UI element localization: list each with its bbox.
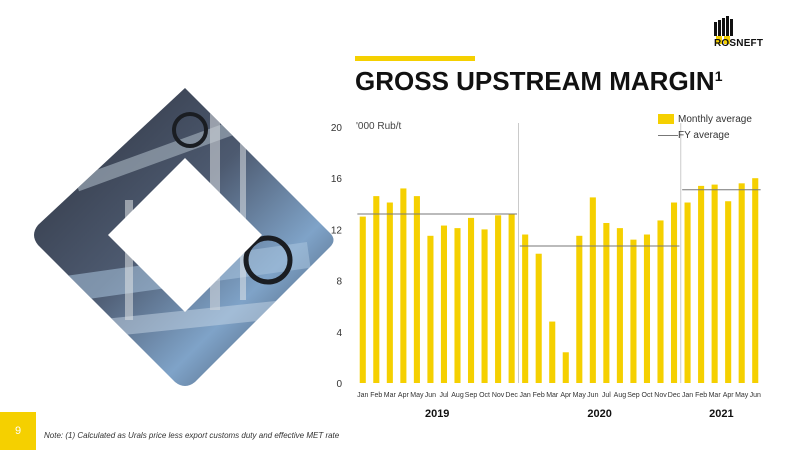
year-label: 2019: [425, 408, 449, 420]
monthly-bar: [467, 217, 475, 383]
rosneft-logo-icon: [714, 16, 733, 44]
monthly-bar: [440, 225, 448, 383]
x-tick-label: Feb: [695, 392, 707, 399]
monthly-bar: [616, 228, 623, 383]
x-tick-label: Jul: [602, 392, 611, 399]
y-tick-label: 4: [336, 328, 342, 339]
y-tick-label: 0: [336, 379, 342, 390]
x-tick-label: Jan: [520, 392, 531, 399]
legend-item-fy: FY average: [658, 127, 752, 143]
title-accent-bar: [355, 56, 475, 61]
monthly-bar: [535, 253, 542, 383]
industrial-photo-diamond: [34, 88, 334, 386]
legend-label-monthly: Monthly average: [678, 113, 752, 125]
x-tick-label: Jan: [357, 392, 368, 399]
monthly-bar: [657, 220, 664, 383]
monthly-bar: [495, 215, 502, 383]
year-label: 2021: [709, 408, 733, 420]
monthly-bar: [400, 188, 407, 383]
monthly-bar: [562, 352, 569, 383]
x-tick-label: Jun: [750, 392, 761, 399]
monthly-bar: [386, 202, 393, 383]
x-tick-label: Sep: [627, 392, 640, 399]
x-tick-label: Aug: [614, 392, 627, 399]
x-tick-label: Mar: [546, 392, 559, 399]
monthly-bar: [359, 216, 366, 383]
y-axis-unit-label: '000 Rub/t: [356, 121, 402, 132]
logo-wordmark: ROSNEFT: [714, 38, 764, 49]
legend-line-swatch: [658, 134, 678, 136]
chart-legend: Monthly average FY average: [658, 111, 752, 143]
x-tick-label: Oct: [642, 392, 653, 399]
x-tick-label: Mar: [384, 392, 397, 399]
page-number: 9: [0, 412, 36, 450]
monthly-bar: [738, 183, 745, 383]
monthly-bar: [684, 202, 691, 383]
x-tick-label: May: [735, 392, 749, 399]
monthly-bar: [711, 184, 718, 383]
monthly-bar: [481, 229, 488, 383]
monthly-bar: [373, 196, 380, 383]
x-tick-label: Feb: [533, 392, 545, 399]
legend-label-fy: FY average: [678, 129, 730, 141]
monthly-bar: [630, 239, 637, 383]
monthly-bar: [603, 223, 610, 383]
y-tick-label: 20: [331, 123, 343, 134]
x-tick-label: May: [573, 392, 587, 399]
x-tick-label: Apr: [398, 392, 410, 399]
monthly-bar: [413, 196, 420, 383]
y-tick-label: 16: [331, 174, 343, 185]
x-tick-label: Jun: [587, 392, 598, 399]
page-title: GROSS UPSTREAM MARGIN1: [355, 66, 722, 97]
legend-item-monthly: Monthly average: [658, 111, 752, 127]
x-tick-label: Dec: [668, 392, 681, 399]
x-tick-label: Nov: [492, 392, 505, 399]
monthly-bar: [549, 321, 556, 383]
x-tick-label: Sep: [465, 392, 478, 399]
y-tick-label: 12: [331, 225, 343, 236]
monthly-bar: [725, 201, 732, 383]
x-tick-label: Mar: [709, 392, 722, 399]
footnote: Note: (1) Calculated as Urals price less…: [44, 431, 340, 440]
x-tick-label: Apr: [560, 392, 572, 399]
x-tick-label: Feb: [370, 392, 382, 399]
x-tick-label: Dec: [505, 392, 518, 399]
title-footnote-marker: 1: [714, 68, 723, 84]
monthly-bar: [427, 235, 434, 383]
x-tick-label: Oct: [479, 392, 490, 399]
x-tick-label: May: [410, 392, 424, 399]
year-label: 2020: [587, 408, 611, 420]
monthly-bar: [643, 234, 651, 383]
x-tick-label: Nov: [654, 392, 667, 399]
y-tick-label: 8: [336, 277, 342, 288]
x-tick-label: Aug: [451, 392, 464, 399]
page-title-text: GROSS UPSTREAM MARGIN: [355, 66, 715, 96]
x-tick-label: Jan: [682, 392, 693, 399]
x-tick-label: Jul: [439, 392, 448, 399]
monthly-bar: [522, 234, 529, 383]
x-tick-label: Apr: [723, 392, 735, 399]
monthly-bar: [698, 185, 705, 383]
monthly-bar: [670, 202, 678, 383]
x-tick-label: Jun: [425, 392, 436, 399]
monthly-bar: [454, 228, 461, 383]
monthly-bar: [589, 197, 596, 383]
monthly-bar: [576, 235, 583, 383]
monthly-bar: [752, 178, 759, 383]
legend-bar-swatch: [658, 114, 674, 124]
monthly-bar: [508, 214, 515, 383]
